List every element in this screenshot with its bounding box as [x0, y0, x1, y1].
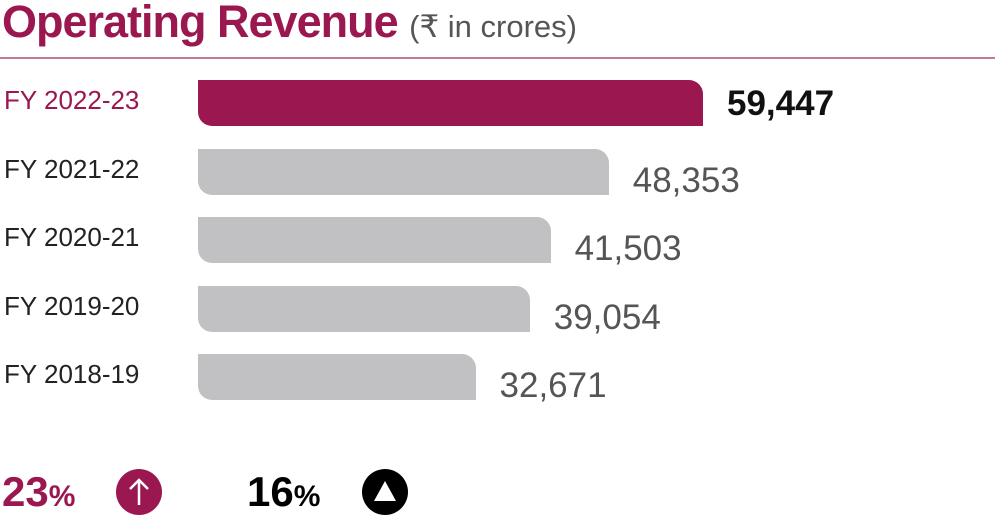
triangle-up-circle-icon	[362, 469, 408, 515]
bar	[198, 354, 476, 400]
arrow-up-circle-icon	[116, 469, 162, 515]
category-label: FY 2021-22	[4, 154, 140, 184]
category-label: FY 2022-23	[4, 85, 140, 115]
bar	[198, 149, 609, 195]
stat-growth: 16%	[247, 468, 320, 516]
category-label: FY 2019-20	[4, 291, 140, 321]
stat-cagr: 23%	[2, 468, 75, 516]
stat-unit: %	[48, 480, 76, 513]
title-divider	[0, 57, 995, 59]
value-label: 39,054	[553, 298, 661, 337]
bar	[198, 80, 703, 126]
value-label: 32,671	[499, 366, 607, 405]
value-label: 59,447	[727, 84, 835, 123]
stat-unit: %	[293, 480, 321, 513]
chart-subtitle: (₹ in crores)	[409, 9, 577, 44]
stat-value: 16	[247, 468, 294, 515]
stat-value: 23	[2, 468, 49, 515]
bar	[198, 217, 551, 263]
category-label: FY 2020-21	[4, 222, 140, 252]
title-text: Operating Revenue	[2, 0, 399, 47]
value-label: 41,503	[574, 229, 682, 268]
value-label: 48,353	[632, 161, 740, 200]
chart-title: Operating Revenue (₹ in crores)	[2, 0, 577, 48]
bar	[198, 286, 530, 332]
category-label: FY 2018-19	[4, 359, 140, 389]
